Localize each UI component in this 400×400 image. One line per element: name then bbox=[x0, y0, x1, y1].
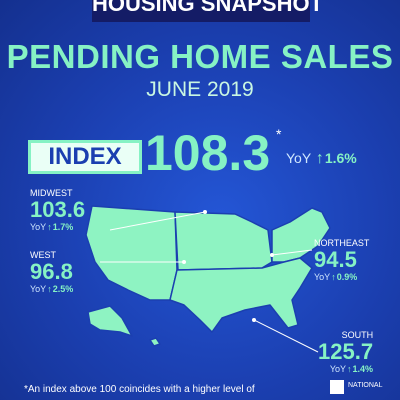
yoy-label: YoY bbox=[30, 222, 47, 232]
leader-line bbox=[109, 211, 206, 231]
midwest-region bbox=[174, 211, 273, 271]
up-arrow: ↑ bbox=[47, 222, 52, 232]
region-value: 125.7 bbox=[318, 339, 374, 364]
yoy-change: 2.5% bbox=[52, 284, 74, 294]
index-yoy: YoY ↑1.6% bbox=[286, 150, 357, 168]
yoy-change: 0.9% bbox=[336, 272, 358, 282]
alaska bbox=[87, 305, 133, 337]
yoy-change: 1.4% bbox=[352, 364, 374, 374]
hawaii bbox=[149, 337, 161, 347]
yoy-change: 1.7% bbox=[52, 222, 74, 232]
yoy-label: YoY bbox=[286, 150, 311, 166]
up-arrow: ↑ bbox=[331, 272, 336, 282]
region-name: SOUTH bbox=[341, 330, 374, 340]
region-name: NORTHEAST bbox=[314, 238, 370, 248]
index-label: INDEX bbox=[28, 140, 142, 174]
up-arrow: ↑ bbox=[347, 364, 352, 374]
index-value: 108.3 bbox=[145, 125, 271, 181]
region-west: WEST 96.8 YoY↑2.5% bbox=[30, 250, 73, 294]
region-northeast: NORTHEAST 94.5 YoY↑0.9% bbox=[314, 238, 369, 282]
header-title: HOUSING SNAPSHOT bbox=[92, 0, 324, 16]
yoy-change: 1.6% bbox=[324, 150, 357, 166]
region-value: 103.6 bbox=[30, 197, 86, 222]
header-box bbox=[92, 0, 310, 22]
region-name: MIDWEST bbox=[30, 188, 73, 198]
region-yoy: YoY↑1.7% bbox=[30, 222, 85, 232]
subtitle: JUNE 2019 bbox=[146, 78, 254, 101]
region-value: 96.8 bbox=[30, 259, 73, 284]
logo-mark bbox=[330, 380, 344, 394]
region-yoy: YoY↑2.5% bbox=[30, 284, 73, 294]
region-yoy: YoY↑1.4% bbox=[318, 364, 373, 374]
region-midwest: MIDWEST 103.6 YoY↑1.7% bbox=[30, 188, 85, 232]
region-name: WEST bbox=[30, 250, 56, 260]
yoy-label: YoY bbox=[314, 272, 331, 282]
south-region bbox=[169, 257, 313, 333]
leader-line bbox=[271, 249, 313, 256]
up-arrow: ↑ bbox=[315, 150, 324, 167]
region-yoy: YoY↑0.9% bbox=[314, 272, 369, 282]
logo-text: NATIONAL bbox=[348, 382, 383, 389]
region-south: SOUTH 125.7 YoY↑1.4% bbox=[318, 330, 373, 374]
yoy-label: YoY bbox=[329, 364, 347, 374]
leader-line bbox=[253, 319, 319, 353]
northeast-region bbox=[271, 207, 331, 263]
index-footnote-mark: * bbox=[276, 126, 282, 142]
title: PENDING HOME SALES bbox=[6, 38, 394, 75]
region-value: 94.5 bbox=[314, 247, 357, 272]
yoy-label: YoY bbox=[30, 284, 47, 294]
footnote: *An index above 100 coincides with a hig… bbox=[24, 384, 255, 395]
up-arrow: ↑ bbox=[47, 284, 52, 294]
